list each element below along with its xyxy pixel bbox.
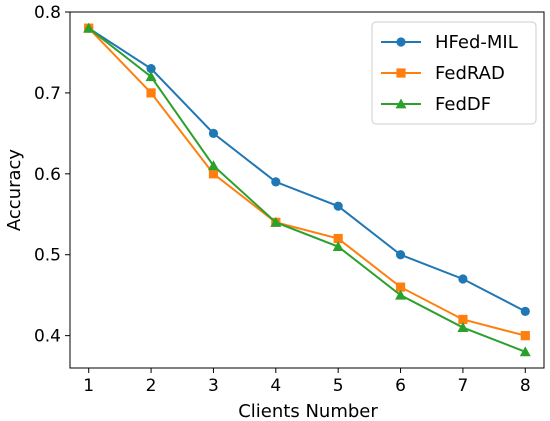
data-point-hfed-mil bbox=[458, 274, 468, 284]
legend-marker-feddf bbox=[395, 98, 407, 109]
x-tick-label: 6 bbox=[395, 376, 406, 396]
y-tick-label: 0.8 bbox=[34, 3, 61, 23]
x-axis-label: Clients Number bbox=[238, 401, 378, 421]
x-tick-label: 3 bbox=[208, 376, 219, 396]
x-tick-label: 5 bbox=[333, 376, 344, 396]
x-tick-label: 8 bbox=[520, 376, 531, 396]
data-point-hfed-mil bbox=[146, 64, 156, 74]
data-point-hfed-mil bbox=[208, 128, 219, 138]
data-point-hfed-mil bbox=[395, 250, 406, 260]
data-point-feddf bbox=[519, 346, 531, 357]
data-point-fedrad bbox=[395, 282, 406, 292]
data-point-fedrad bbox=[146, 88, 156, 98]
data-point-fedrad bbox=[520, 331, 530, 341]
y-axis-label: Accuracy bbox=[4, 149, 25, 232]
legend-marker-fedrad bbox=[396, 68, 406, 78]
legend-label-hfed-mil: HFed-MIL bbox=[435, 32, 518, 53]
data-point-feddf bbox=[332, 241, 344, 252]
data-point-feddf bbox=[145, 71, 157, 82]
legend-label-fedrad: FedRAD bbox=[435, 63, 505, 84]
data-point-hfed-mil bbox=[333, 201, 343, 211]
data-point-hfed-mil bbox=[520, 306, 530, 316]
series-line-feddf bbox=[88, 27, 526, 353]
y-tick-label: 0.5 bbox=[34, 246, 61, 266]
data-point-fedrad bbox=[208, 169, 219, 179]
data-point-feddf bbox=[457, 322, 469, 332]
legend-box bbox=[371, 21, 537, 125]
y-tick-label: 0.7 bbox=[34, 84, 61, 104]
legend-marker-hfed-mil bbox=[396, 37, 406, 47]
x-tick-label: 7 bbox=[458, 376, 469, 396]
data-point-fedrad bbox=[458, 314, 468, 325]
data-point-feddf bbox=[207, 160, 219, 171]
series-line-fedrad bbox=[87, 27, 526, 337]
y-tick-label: 0.4 bbox=[34, 327, 61, 347]
data-point-feddf bbox=[270, 216, 282, 227]
y-tick-label: 0.6 bbox=[34, 165, 61, 185]
x-tick-label: 4 bbox=[270, 376, 281, 396]
legend-label-feddf: FedDF bbox=[435, 94, 491, 115]
data-point-feddf bbox=[83, 22, 95, 33]
data-point-hfed-mil bbox=[271, 177, 281, 187]
axes-frame bbox=[69, 11, 545, 369]
data-point-fedrad bbox=[333, 233, 343, 244]
x-tick-label: 1 bbox=[83, 376, 94, 396]
series-line-hfed-mil bbox=[88, 27, 526, 313]
x-tick-label: 2 bbox=[146, 376, 157, 396]
data-point-feddf bbox=[395, 289, 407, 300]
plot-area: 1 2 3 4 5 6 7 8 0.4 0.5 0.6 0.7 0.8 HFed-MIL FedRAD Fed… bbox=[34, 3, 545, 396]
